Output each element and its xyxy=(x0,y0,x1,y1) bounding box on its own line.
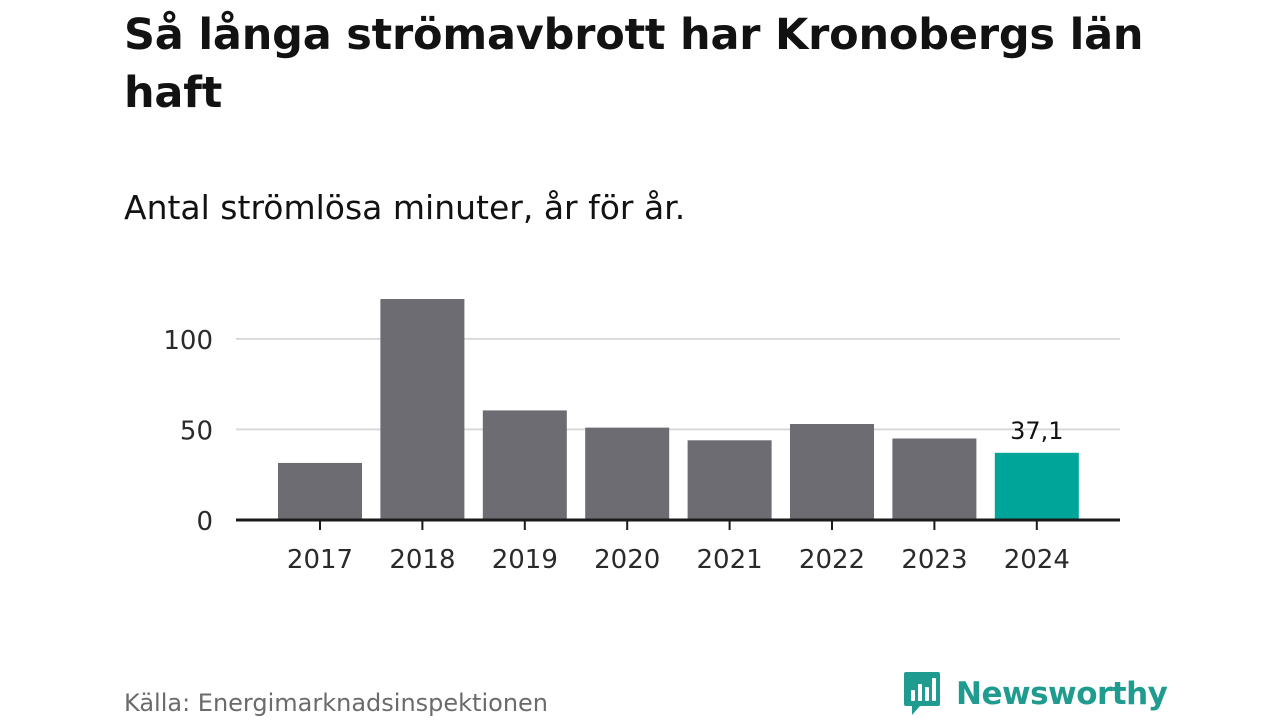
y-tick-label-0: 0 xyxy=(196,507,213,537)
x-tick-label-2024: 2024 xyxy=(1004,545,1070,575)
gridlines xyxy=(236,337,1120,431)
y-tick-label-100: 100 xyxy=(163,326,213,356)
chart-title: Så långa strömavbrott har Kronobergs län… xyxy=(124,10,1144,118)
brand-name: Newsworthy xyxy=(956,676,1168,712)
y-tick-label-50: 50 xyxy=(180,416,213,446)
bar-2018 xyxy=(380,299,465,520)
newsworthy-logo[interactable]: Newsworthy xyxy=(902,670,1168,718)
annotations: 37,1 xyxy=(1010,417,1063,445)
bars xyxy=(278,299,1079,520)
bar-2017 xyxy=(278,462,362,520)
x-tick-label-2022: 2022 xyxy=(799,545,865,575)
x-tick-label-2023: 2023 xyxy=(901,545,967,575)
x-axis-ticks: 2017 2018 2019 2020 2021 2022 2023 2024 xyxy=(287,520,1070,575)
bar-2024 xyxy=(994,452,1079,520)
source-note: Källa: Energimarknadsinspektionen xyxy=(124,689,549,717)
newsworthy-logo-icon xyxy=(904,672,940,715)
x-tick-label-2021: 2021 xyxy=(697,545,763,575)
bar-2023 xyxy=(892,438,977,520)
x-tick-label-2017: 2017 xyxy=(287,545,353,575)
bar-2021 xyxy=(687,440,772,520)
bar-2020 xyxy=(585,427,670,520)
bar-2019 xyxy=(482,410,567,520)
x-tick-label-2020: 2020 xyxy=(594,545,660,575)
y-axis-ticks: 0 50 100 xyxy=(163,326,213,537)
chart-subtitle: Antal strömlösa minuter, år för år. xyxy=(124,188,686,227)
x-tick-label-2018: 2018 xyxy=(389,545,455,575)
data-label-2024: 37,1 xyxy=(1010,417,1063,445)
bar-2022 xyxy=(790,423,874,520)
x-tick-label-2019: 2019 xyxy=(492,545,558,575)
